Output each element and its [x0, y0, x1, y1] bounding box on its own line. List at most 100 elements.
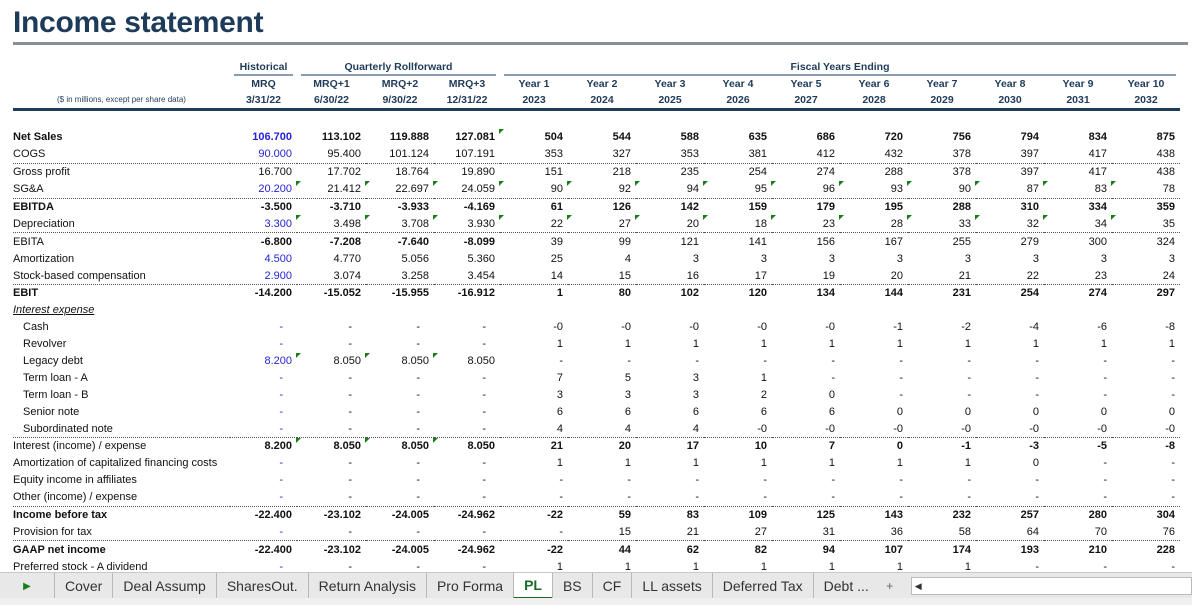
cell-value[interactable]: -23.102 [297, 505, 366, 524]
cell-value[interactable]: - [840, 472, 908, 489]
cell-value[interactable]: -24.962 [434, 505, 500, 524]
cell-value[interactable]: 95 [704, 180, 776, 198]
cell-value[interactable]: 1 [636, 455, 704, 472]
cell-value[interactable]: 0 [976, 403, 1044, 420]
cell-value[interactable]: -24.005 [366, 540, 434, 559]
cell-value[interactable]: 4 [568, 250, 636, 267]
cell-value[interactable]: - [230, 489, 297, 506]
cell-value[interactable]: - [366, 472, 434, 489]
cell-value[interactable]: 167 [840, 232, 908, 251]
cell-value[interactable]: 544 [568, 129, 636, 146]
cell-value[interactable]: - [976, 558, 1044, 575]
cell-value[interactable]: 21.412 [297, 180, 370, 198]
cell-value[interactable]: 18.764 [366, 162, 434, 181]
cell-value[interactable]: - [976, 489, 1044, 506]
cell-value[interactable]: -23.102 [297, 540, 366, 559]
cell-value[interactable]: - [908, 472, 976, 489]
cell-value[interactable]: 39 [500, 232, 568, 251]
cell-value[interactable]: 3.930 [434, 215, 504, 232]
cell-value[interactable]: - [230, 369, 297, 386]
cell-value[interactable]: 3 [636, 250, 704, 267]
cell-value[interactable]: 3 [772, 250, 840, 267]
horizontal-scrollbar[interactable]: ◀ [910, 577, 1192, 595]
cell-value[interactable]: 5.360 [434, 250, 500, 267]
cell-value[interactable]: - [434, 369, 500, 386]
cell-value[interactable]: - [366, 403, 434, 420]
cell-value[interactable]: 0 [840, 437, 908, 455]
cell-value[interactable]: 6 [636, 403, 704, 420]
cell-value[interactable]: 1 [704, 558, 772, 575]
cell-value[interactable]: -7.208 [297, 232, 366, 251]
cell-value[interactable]: -0 [1112, 420, 1180, 437]
cell-value[interactable]: 179 [772, 197, 840, 216]
cell-value[interactable]: 14 [500, 267, 568, 284]
cell-value[interactable]: 99 [568, 232, 636, 251]
cell-value[interactable]: 8.050 [366, 352, 438, 370]
cell-value[interactable]: 1 [772, 455, 840, 472]
cell-value[interactable]: -2 [908, 319, 976, 336]
cell-value[interactable]: 90 [500, 180, 572, 198]
cell-value[interactable]: 274 [1044, 284, 1112, 302]
cell-value[interactable]: 22.697 [366, 180, 438, 198]
cell-value[interactable]: 83 [636, 505, 704, 524]
cell-value[interactable]: -24.005 [366, 505, 434, 524]
cell-value[interactable]: 19 [772, 267, 840, 284]
cell-value[interactable]: - [297, 420, 366, 437]
cell-value[interactable]: 353 [500, 146, 568, 163]
cell-value[interactable]: 257 [976, 505, 1044, 524]
cell-value[interactable]: -0 [840, 420, 908, 437]
cell-value[interactable]: 0 [772, 386, 840, 403]
cell-value[interactable]: - [434, 558, 500, 575]
cell-value[interactable]: 756 [908, 129, 976, 146]
cell-value[interactable]: 1 [772, 336, 840, 353]
cell-value[interactable]: 3 [636, 386, 704, 403]
cell-value[interactable] [976, 302, 1044, 319]
cell-value[interactable]: 82 [704, 540, 772, 559]
cell-value[interactable]: -22 [500, 505, 568, 524]
cell-value[interactable]: - [840, 369, 908, 386]
cell-value[interactable]: 720 [840, 129, 908, 146]
cell-value[interactable]: - [704, 472, 772, 489]
cell-value[interactable]: 254 [704, 162, 772, 181]
cell-value[interactable]: 17 [704, 267, 772, 284]
cell-value[interactable] [1112, 302, 1180, 319]
cell-value[interactable]: - [230, 336, 297, 353]
cell-value[interactable]: -0 [568, 319, 636, 336]
cell-value[interactable]: 381 [704, 146, 772, 163]
sheet-tab-deferred-tax[interactable]: Deferred Tax [711, 573, 813, 599]
cell-value[interactable]: 33 [908, 215, 980, 232]
cell-value[interactable]: - [230, 558, 297, 575]
cell-value[interactable]: - [434, 403, 500, 420]
cell-value[interactable]: - [297, 319, 366, 336]
cell-value[interactable]: -0 [976, 420, 1044, 437]
cell-value[interactable]: 107.191 [434, 146, 500, 163]
cell-value[interactable]: 4.770 [297, 250, 366, 267]
cell-value[interactable]: 1 [1112, 336, 1180, 353]
cell-value[interactable]: - [230, 455, 297, 472]
cell-value[interactable]: 94 [772, 540, 840, 559]
cell-value[interactable]: 1 [500, 336, 568, 353]
cell-value[interactable]: 32 [976, 215, 1048, 232]
cell-value[interactable]: 120 [704, 284, 772, 302]
cell-value[interactable]: 20.200 [230, 180, 301, 198]
sheet-tab-deal-assump[interactable]: Deal Assump [112, 573, 215, 599]
cell-value[interactable]: -22.400 [230, 540, 297, 559]
cell-value[interactable]: 3.708 [366, 215, 438, 232]
cell-value[interactable]: -0 [704, 420, 772, 437]
cell-value[interactable]: 8.200 [230, 437, 301, 455]
cell-value[interactable]: 90 [908, 180, 980, 198]
cell-value[interactable]: 300 [1044, 232, 1112, 251]
cell-value[interactable]: 4 [568, 420, 636, 437]
cell-value[interactable]: 1 [976, 336, 1044, 353]
cell-value[interactable]: - [434, 455, 500, 472]
cell-value[interactable]: 228 [1112, 540, 1180, 559]
cell-value[interactable]: 1 [908, 455, 976, 472]
cell-value[interactable]: 288 [908, 197, 976, 216]
cell-value[interactable]: 61 [500, 197, 568, 216]
cell-value[interactable]: - [434, 472, 500, 489]
cell-value[interactable]: 1 [772, 558, 840, 575]
cell-value[interactable] [772, 302, 840, 319]
cell-value[interactable]: - [908, 489, 976, 506]
cell-value[interactable] [908, 302, 976, 319]
cell-value[interactable]: - [366, 319, 434, 336]
